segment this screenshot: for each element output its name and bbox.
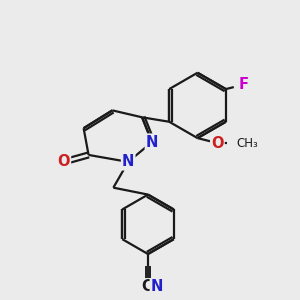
Text: O: O — [211, 136, 224, 151]
Text: N: N — [122, 154, 134, 169]
Text: N: N — [146, 135, 158, 150]
Text: CH₃: CH₃ — [236, 136, 258, 150]
Text: C: C — [142, 279, 152, 294]
Text: F: F — [239, 76, 249, 92]
Text: N: N — [151, 279, 163, 294]
Text: O: O — [58, 154, 70, 169]
